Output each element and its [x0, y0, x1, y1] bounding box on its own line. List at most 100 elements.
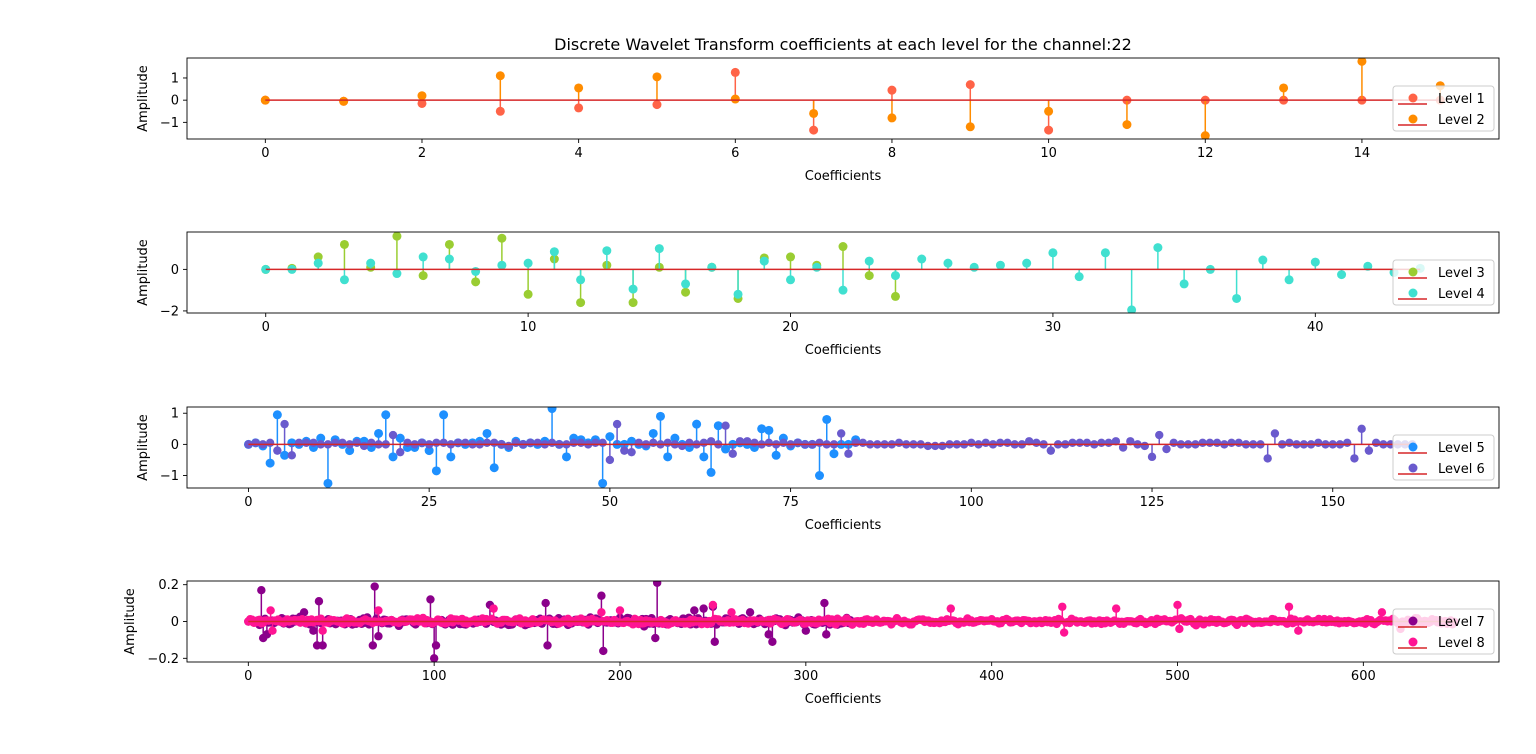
stem-marker — [429, 654, 439, 662]
stem-marker — [822, 630, 831, 639]
stem-marker — [1048, 248, 1058, 258]
stem-marker — [930, 441, 940, 451]
stem-marker — [677, 441, 687, 451]
stem-marker — [1179, 279, 1189, 289]
stem-marker — [511, 438, 521, 448]
stem-marker — [523, 289, 533, 299]
series-level-1 — [260, 67, 1445, 135]
stem-marker — [628, 284, 638, 294]
stem-marker — [599, 646, 608, 656]
stem-marker — [591, 438, 600, 448]
legend-label: Level 4 — [1438, 287, 1485, 302]
stem-marker — [597, 591, 606, 600]
stem-marker — [771, 450, 781, 460]
stem-marker — [1205, 438, 1215, 448]
stem-marker — [1153, 243, 1163, 253]
legend: Level 3 Level 4 — [1392, 259, 1495, 306]
stem-marker — [710, 637, 719, 646]
stem-marker — [1044, 125, 1054, 135]
legend-marker — [1408, 463, 1418, 473]
stem-marker — [663, 452, 673, 462]
stem-marker — [820, 598, 829, 608]
stem-marker — [838, 242, 848, 252]
legend-box — [1392, 85, 1495, 132]
stem-marker — [655, 411, 665, 421]
y-axis-label: Amplitude — [136, 414, 151, 481]
stem-marker — [887, 85, 897, 95]
stem-marker — [943, 258, 953, 268]
stem-marker — [685, 438, 694, 448]
stem-marker — [649, 438, 658, 448]
stem-marker — [1111, 604, 1121, 613]
stem-marker — [302, 438, 311, 448]
stem-marker — [504, 441, 513, 451]
stem-marker — [612, 419, 622, 429]
legend-marker — [1408, 288, 1418, 298]
stem-marker — [471, 277, 481, 287]
stem-marker — [652, 581, 662, 588]
legend-label: Level 5 — [1438, 441, 1485, 456]
y-tick-label: −1 — [160, 116, 179, 131]
stem-marker — [829, 449, 839, 459]
stem-marker — [562, 452, 572, 462]
stem-marker — [417, 91, 427, 101]
stem-marker — [721, 444, 731, 454]
stem-marker — [1337, 270, 1347, 280]
stem-marker — [706, 467, 716, 477]
stem-marker — [367, 438, 376, 448]
stem-marker — [801, 626, 811, 635]
subplot-4: 0 100 200 300 400 500 600 −0.2 0 0.2 Coefficients A… — [123, 578, 1500, 707]
stem-marker — [759, 256, 769, 266]
subplot-1: 0 2 4 6 8 10 12 14 −1 0 1 Coefficients Amplitude Leve… — [136, 57, 1500, 184]
legend-box — [1392, 608, 1495, 655]
stem-marker — [574, 83, 584, 93]
stem-marker — [339, 275, 349, 285]
x-tick-label: 6 — [731, 146, 739, 161]
y-axis-label: Amplitude — [136, 65, 151, 132]
stem-marker — [809, 125, 819, 135]
stem-marker — [318, 626, 327, 635]
series-level-8 — [244, 600, 1459, 637]
stem-marker — [339, 239, 349, 249]
stem-marker — [681, 279, 691, 289]
axes-frame — [186, 406, 1500, 489]
stem-marker — [1200, 131, 1210, 139]
stem-marker — [1310, 257, 1320, 267]
stem-marker — [1075, 438, 1084, 448]
stem-marker — [523, 258, 533, 268]
x-tick-label: 500 — [1165, 669, 1190, 684]
stem-marker — [1003, 438, 1012, 448]
stem-marker — [844, 449, 853, 458]
legend-label: Level 2 — [1438, 113, 1485, 128]
legend-marker — [1408, 267, 1418, 277]
stem-marker — [1284, 602, 1294, 611]
stem-marker — [374, 428, 384, 438]
plot-area — [260, 58, 1445, 139]
stem-marker — [273, 446, 282, 455]
stem-marker — [938, 441, 947, 451]
x-tick-label: 10 — [1040, 146, 1057, 161]
x-tick-label: 10 — [520, 320, 537, 335]
y-tick-label: 0 — [171, 615, 179, 630]
stem-marker — [266, 606, 275, 615]
stem-marker — [1118, 443, 1128, 452]
stem-marker — [309, 438, 318, 448]
stem-marker — [395, 433, 405, 443]
stem-marker — [965, 80, 975, 90]
stem-marker — [1357, 58, 1367, 66]
subplot-3: 0 25 50 75 100 125 150 −1 0 1 Coefficients Amplitud… — [136, 406, 1500, 533]
stem-marker — [541, 598, 550, 608]
stem-marker — [1173, 600, 1182, 610]
stem-marker — [917, 254, 927, 264]
plot-area — [261, 232, 1425, 313]
stem-marker — [708, 600, 718, 610]
stem-marker — [431, 466, 441, 476]
stem-marker — [489, 463, 499, 473]
stem-marker — [786, 275, 796, 285]
stem-marker — [894, 438, 904, 448]
y-tick-label: 0.2 — [158, 578, 179, 593]
stem-marker — [482, 428, 492, 438]
stem-marker — [733, 289, 743, 299]
